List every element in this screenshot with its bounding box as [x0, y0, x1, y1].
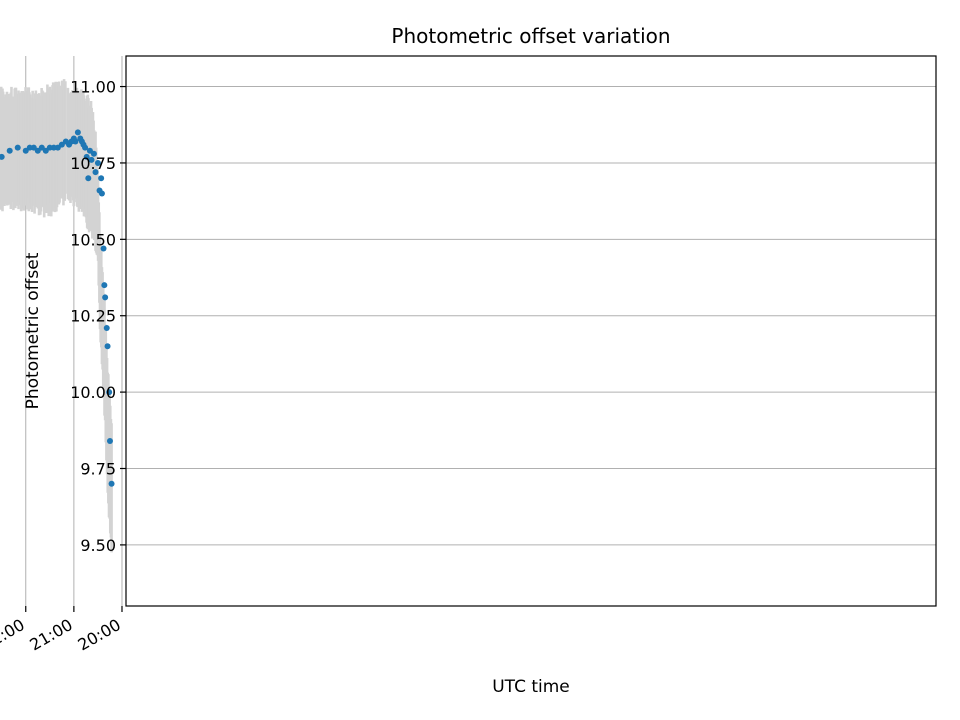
- grid-layer: [25, 56, 936, 606]
- data-point: [102, 294, 109, 301]
- data-point: [6, 147, 13, 154]
- data-point: [100, 245, 107, 252]
- data-point: [98, 175, 105, 182]
- data-point: [106, 389, 113, 396]
- x-tick-label: 21:00: [26, 615, 75, 655]
- y-tick-label: 9.75: [80, 460, 116, 479]
- plot-frame: [125, 55, 937, 607]
- data-point: [83, 153, 90, 160]
- y-axis-label: Photometric offset: [23, 252, 43, 409]
- data-point: [88, 156, 95, 163]
- data-point: [94, 159, 101, 166]
- data-point: [22, 147, 29, 154]
- data-point-layer: [0, 129, 115, 487]
- chart-title: Photometric offset variation: [391, 24, 670, 48]
- data-point: [77, 135, 84, 142]
- data-point: [0, 153, 5, 160]
- data-point: [85, 175, 92, 182]
- y-tick-label: 10.00: [70, 383, 116, 402]
- data-point: [74, 129, 81, 136]
- data-point: [96, 187, 103, 194]
- y-tick-label: 10.50: [70, 230, 116, 249]
- y-tick-label: 10.75: [70, 154, 116, 173]
- y-tick-label: 10.25: [70, 307, 116, 326]
- data-point: [103, 324, 110, 331]
- data-point: [86, 147, 93, 154]
- data-point: [101, 282, 108, 289]
- x-tick-label: 22:00: [0, 615, 28, 655]
- x-tick-label: 20:00: [75, 615, 124, 655]
- x-axis-label: UTC time: [492, 677, 570, 697]
- y-tick-label: 11.00: [70, 78, 116, 97]
- data-point: [92, 169, 99, 176]
- data-point: [108, 480, 115, 487]
- y-tick-label: 9.50: [80, 536, 116, 555]
- data-point: [106, 438, 113, 444]
- data-point: [104, 343, 111, 350]
- data-point: [14, 144, 21, 151]
- y-tick-layer: 9.50 9.75 10.00 10.25 10.50 10.75 11.00: [70, 78, 126, 555]
